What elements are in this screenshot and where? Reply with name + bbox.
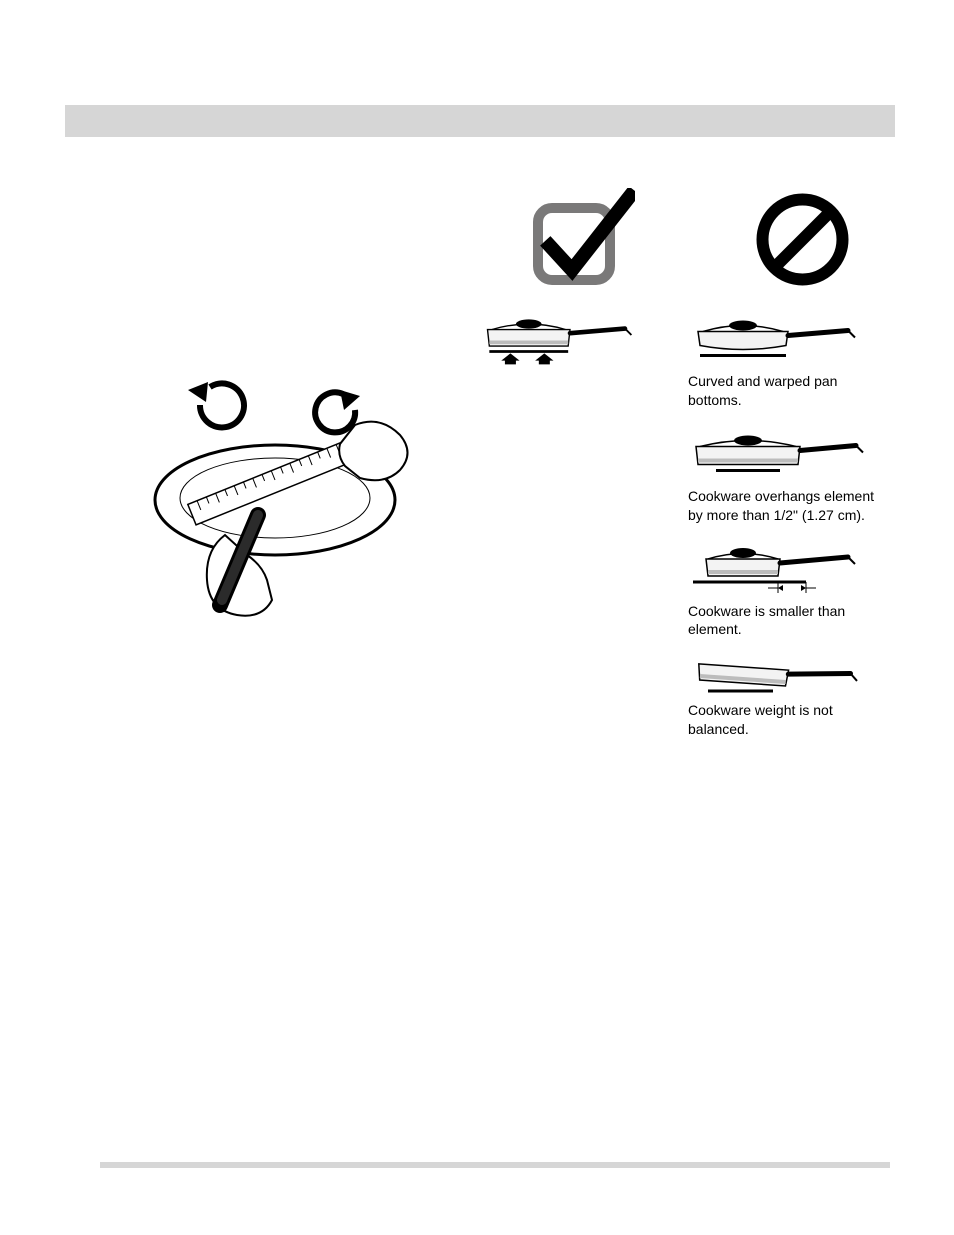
checkmark-icon [530, 188, 635, 293]
ruler-test-diagram [130, 370, 420, 620]
correct-flat-pan-diagram [470, 313, 670, 368]
prohibit-icon [755, 192, 850, 287]
header-bar [65, 105, 895, 137]
warped-pan-diagram: Curved and warped pan bottoms. [688, 313, 890, 410]
overhang-pan-diagram: Cookware overhangs element by more than … [688, 428, 890, 525]
smaller-caption: Cookware is smaller than element. [688, 602, 890, 640]
unbalanced-pan-diagram: Cookware weight is not balanced. [688, 657, 890, 739]
warped-caption: Curved and warped pan bottoms. [688, 372, 890, 410]
overhang-caption: Cookware overhangs element by more than … [688, 487, 890, 525]
smaller-pan-diagram: Cookware is smaller than element. [688, 543, 890, 640]
unbalanced-caption: Cookware weight is not balanced. [688, 701, 890, 739]
footer-bar [100, 1162, 890, 1168]
